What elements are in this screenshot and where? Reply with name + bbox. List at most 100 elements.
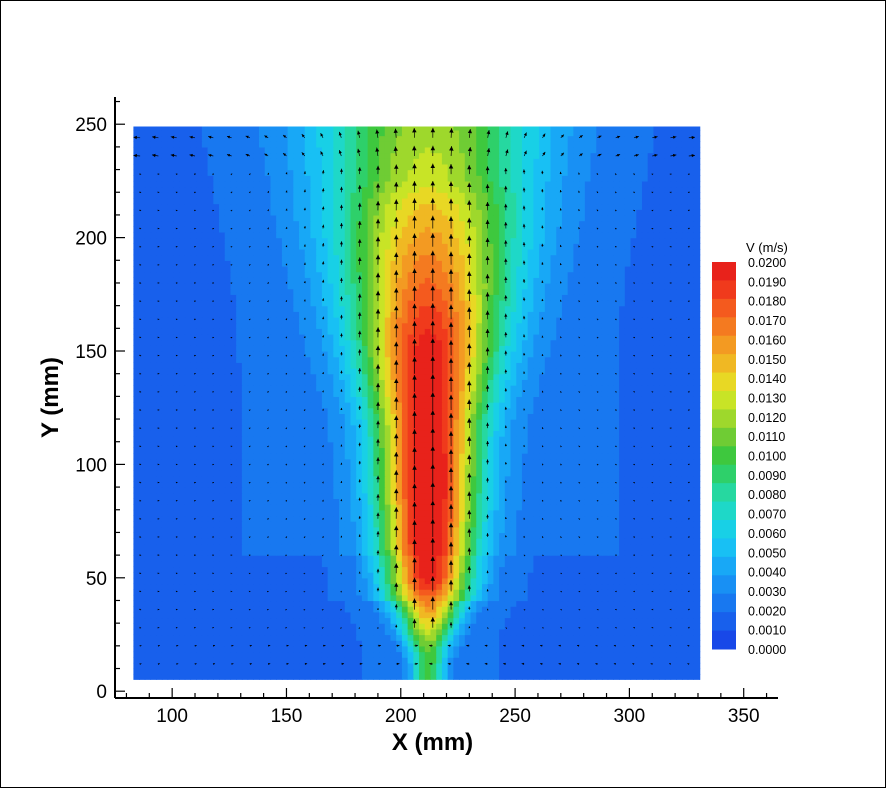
- contour-cell: [527, 436, 534, 443]
- contour-cell: [156, 662, 163, 670]
- contour-cell: [550, 475, 557, 483]
- contour-cell: [196, 441, 203, 448]
- contour-cell: [453, 583, 460, 590]
- contour-cell: [681, 407, 689, 414]
- contour-cell: [636, 628, 643, 636]
- contour-cell: [299, 645, 306, 653]
- contour-cell: [304, 634, 312, 641]
- contour-cell: [133, 560, 140, 568]
- contour-cell: [521, 458, 529, 465]
- contour-cell: [659, 464, 666, 471]
- contour-cell: [407, 594, 414, 602]
- contour-cell: [161, 657, 169, 664]
- contour-cell: [681, 543, 689, 551]
- contour-cell: [390, 662, 397, 670]
- contour-cell: [453, 475, 460, 483]
- contour-cell: [504, 555, 512, 562]
- contour-cell: [367, 515, 374, 522]
- contour-cell: [144, 413, 152, 420]
- contour-cell: [190, 674, 197, 680]
- contour-cell: [144, 532, 152, 539]
- contour-cell: [419, 583, 426, 590]
- contour-cell: [327, 526, 334, 534]
- contour-cell: [413, 396, 420, 403]
- contour-cell: [253, 628, 260, 636]
- contour-cell: [350, 504, 357, 511]
- contour-cell: [401, 640, 409, 647]
- contour-cell: [201, 436, 209, 443]
- contour-cell: [236, 424, 243, 431]
- contour-cell: [636, 413, 643, 420]
- contour-cell: [150, 611, 157, 619]
- contour-cell: [259, 606, 266, 613]
- contour-cell: [619, 668, 626, 675]
- contour-cell: [316, 458, 323, 465]
- contour-cell: [504, 504, 512, 511]
- contour-cell: [699, 464, 701, 471]
- contour-cell: [207, 407, 214, 414]
- contour-cell: [184, 532, 192, 539]
- contour-cell: [630, 526, 637, 534]
- contour-cell: [579, 402, 586, 409]
- contour-cell: [527, 492, 534, 500]
- contour-cell: [481, 424, 489, 431]
- contour-cell: [693, 555, 700, 562]
- contour-cell: [676, 447, 683, 454]
- contour-cell: [470, 436, 477, 443]
- contour-cell: [413, 453, 420, 460]
- contour-cell: [161, 447, 169, 454]
- contour-cell: [384, 475, 392, 483]
- contour-cell: [459, 645, 466, 653]
- contour-cell: [550, 532, 557, 539]
- contour-cell: [321, 498, 329, 505]
- contour-cell: [247, 589, 254, 596]
- contour-cell: [219, 464, 226, 471]
- contour-cell: [201, 555, 209, 562]
- contour-cell: [150, 577, 157, 585]
- contour-cell: [201, 543, 209, 551]
- contour-cell: [264, 481, 272, 488]
- contour-cell: [693, 543, 700, 551]
- contour-cell: [527, 521, 534, 528]
- contour-cell: [527, 543, 534, 551]
- contour-cell: [304, 509, 312, 517]
- contour-cell: [464, 526, 472, 534]
- contour-cell: [144, 549, 152, 556]
- contour-cell: [201, 453, 209, 460]
- contour-cell: [601, 504, 609, 511]
- contour-cell: [379, 464, 386, 471]
- contour-cell: [167, 560, 174, 568]
- contour-cell: [459, 509, 466, 517]
- contour-cell: [430, 583, 437, 590]
- contour-cell: [161, 396, 169, 403]
- contour-cell: [321, 464, 329, 471]
- contour-cell: [453, 447, 460, 454]
- contour-cell: [453, 458, 460, 465]
- contour-cell: [259, 402, 266, 409]
- contour-cell: [310, 538, 317, 545]
- contour-cell: [281, 657, 289, 664]
- contour-cell: [253, 572, 260, 579]
- contour-cell: [510, 424, 517, 431]
- contour-cell: [247, 402, 254, 409]
- contour-cell: [613, 662, 620, 670]
- contour-cell: [699, 651, 701, 658]
- contour-cell: [304, 447, 312, 454]
- contour-cell: [144, 447, 152, 454]
- contour-cell: [470, 424, 477, 431]
- contour-cell: [293, 413, 300, 420]
- contour-cell: [344, 447, 352, 454]
- contour-cell: [607, 645, 614, 653]
- contour-cell: [647, 589, 655, 596]
- contour-cell: [659, 470, 666, 477]
- contour-cell: [653, 481, 660, 488]
- contour-cell: [356, 521, 363, 528]
- contour-cell: [699, 447, 701, 454]
- contour-cell: [230, 549, 237, 556]
- contour-cell: [464, 475, 472, 483]
- contour-cell: [259, 470, 266, 477]
- contour-cell: [150, 645, 157, 653]
- contour-cell: [401, 413, 409, 420]
- contour-cell: [356, 504, 363, 511]
- contour-cell: [310, 475, 317, 483]
